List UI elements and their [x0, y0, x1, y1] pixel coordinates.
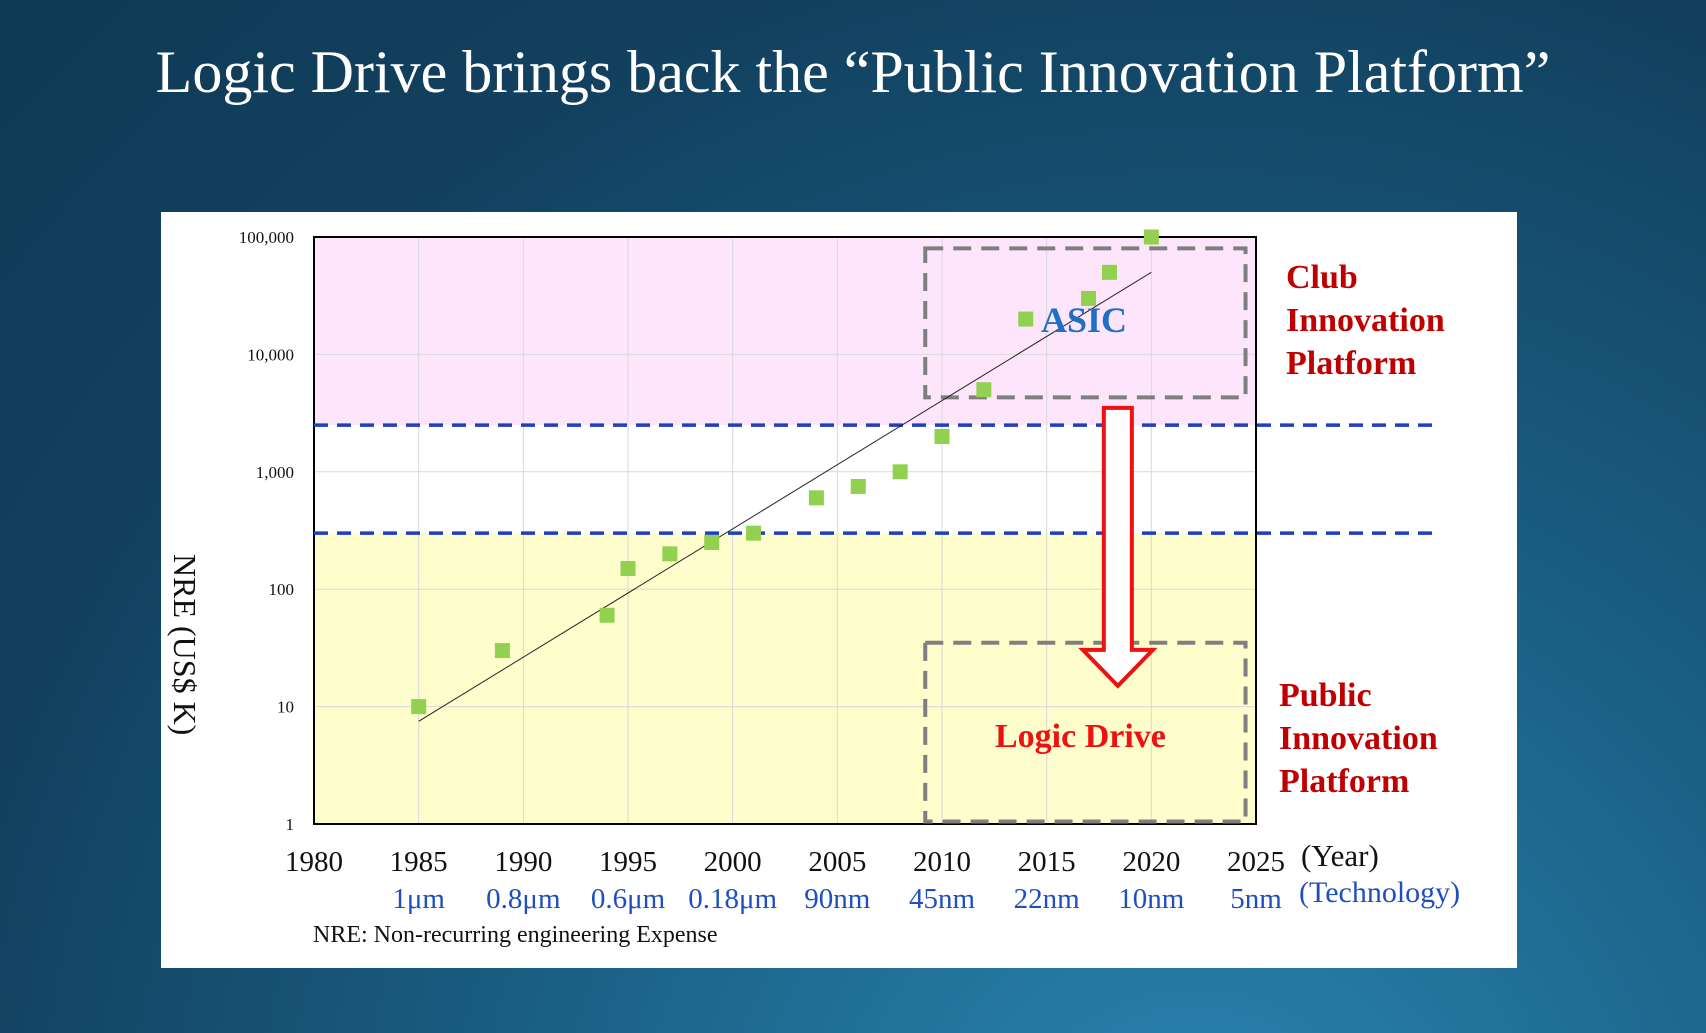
trend-line: [418, 271, 1152, 722]
club-label-line: Platform: [1286, 345, 1417, 382]
chart-panel: 1 10 100 1,000 10,000 100,000 1980 1985 1990 199…: [161, 212, 1517, 968]
club-label-line: Innovation: [1286, 302, 1445, 339]
logic-drive-box: [923, 640, 1248, 824]
data-point: [1081, 290, 1097, 306]
x-tick-label: 2020: [1122, 846, 1180, 878]
technology-unit-label: (Technology): [1299, 876, 1461, 909]
y-tick-label: 10: [277, 698, 294, 717]
public-label-line: Public: [1279, 677, 1372, 714]
data-point: [976, 382, 992, 398]
data-point: [494, 643, 510, 659]
data-point: [662, 546, 678, 562]
data-point: [850, 478, 866, 494]
data-point: [1018, 311, 1034, 327]
x-tick-label: 1990: [494, 846, 552, 878]
public-band: [314, 533, 1256, 824]
club-band: [314, 237, 1256, 426]
technology-label: 0.6μm: [591, 883, 666, 915]
x-tick-label: 1985: [390, 846, 448, 878]
technology-label: 10nm: [1118, 883, 1185, 915]
nre-footnote: NRE: Non-recurring engineering Expense: [313, 922, 718, 948]
nre-chart: 1 10 100 1,000 10,000 100,000 1980 1985 1990 199…: [239, 228, 1434, 915]
data-point: [1101, 264, 1117, 280]
logic-drive-label: Logic Drive: [995, 718, 1166, 755]
data-point: [892, 464, 908, 480]
data-point: [411, 699, 427, 715]
technology-label: 90nm: [804, 883, 871, 915]
x-tick-label: 2000: [704, 846, 762, 878]
technology-label: 0.18μm: [688, 883, 777, 915]
data-point: [620, 561, 636, 577]
public-label-line: Platform: [1279, 763, 1410, 800]
technology-label: 0.8μm: [486, 883, 561, 915]
y-tick-label: 100: [269, 580, 295, 599]
plot-frame: [313, 236, 1257, 825]
down-arrow: [1078, 405, 1158, 689]
x-tick-label: 1980: [285, 846, 343, 878]
x-tick-label: 2010: [913, 846, 971, 878]
public-innovation-platform-label: Public Innovation Platform: [1279, 674, 1438, 803]
technology-label: 5nm: [1230, 883, 1282, 915]
x-tick-label: 2005: [808, 846, 866, 878]
slide-title: Logic Drive brings back the “Public Inno…: [155, 39, 1551, 105]
y-tick-label: 1: [286, 815, 295, 834]
x-axis-unit-label: (Year): [1301, 838, 1379, 873]
data-point: [934, 428, 950, 444]
y-tick-label: 1,000: [256, 463, 294, 482]
y-axis-label: NRE (US$ K): [167, 554, 203, 736]
asic-box: [923, 246, 1248, 400]
asic-label: ASIC: [1041, 300, 1128, 340]
data-point: [599, 607, 615, 623]
data-point: [704, 534, 720, 550]
public-label-line: Innovation: [1279, 720, 1438, 757]
club-innovation-platform-label: Club Innovation Platform: [1286, 256, 1445, 385]
data-point: [1143, 229, 1159, 245]
x-tick-label: 2025: [1227, 846, 1285, 878]
club-label-line: Club: [1286, 259, 1358, 296]
technology-label: 22nm: [1014, 883, 1081, 915]
technology-label: 45nm: [909, 883, 976, 915]
x-tick-label: 1995: [599, 846, 657, 878]
technology-label: 1μm: [392, 883, 445, 915]
y-tick-label: 100,000: [239, 228, 294, 247]
x-tick-label: 2015: [1018, 846, 1076, 878]
y-tick-label: 10,000: [247, 345, 294, 364]
data-point: [808, 490, 824, 506]
data-point: [746, 525, 762, 541]
